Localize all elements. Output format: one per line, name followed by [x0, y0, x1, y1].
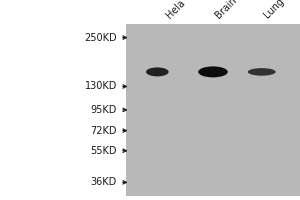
Ellipse shape — [198, 66, 228, 77]
Text: Lung: Lung — [262, 0, 286, 20]
Text: 95KD: 95KD — [91, 105, 117, 115]
Ellipse shape — [248, 68, 276, 76]
Text: Brain: Brain — [213, 0, 238, 20]
Ellipse shape — [146, 67, 169, 76]
Text: 55KD: 55KD — [91, 146, 117, 156]
Text: Hela: Hela — [164, 0, 187, 20]
Text: 130KD: 130KD — [85, 81, 117, 91]
Text: 250KD: 250KD — [84, 33, 117, 43]
Text: 72KD: 72KD — [91, 126, 117, 136]
Bar — [126, 24, 300, 196]
Text: 36KD: 36KD — [91, 177, 117, 187]
